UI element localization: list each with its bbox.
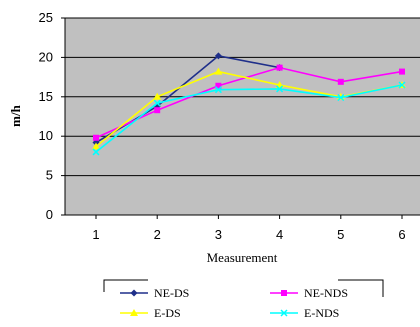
data-point-e-nds: [398, 81, 406, 89]
y-axis-title: m/h: [8, 104, 23, 126]
y-tick-label: 10: [39, 128, 53, 143]
x-tick-label: 4: [276, 227, 283, 242]
legend-marker-e-ds: [130, 309, 138, 316]
legend-label-ne-nds: NE-NDS: [304, 286, 348, 300]
plot-area: [65, 18, 420, 215]
data-point-ne-nds-shape: [215, 82, 222, 89]
data-point-ne-nds-shape: [337, 78, 344, 85]
data-point-ne-nds: [154, 107, 161, 114]
data-point-ne-nds: [93, 134, 99, 141]
legend-label-e-ds: E-DS: [154, 306, 181, 320]
legend-marker-e-nds: [280, 309, 288, 317]
series-line-e-nds: [95, 84, 403, 153]
data-point-e-nds: [214, 86, 222, 94]
x-tick-label: 6: [398, 227, 405, 242]
data-point-e-ds: [153, 92, 162, 100]
grid-lines: [65, 17, 420, 177]
data-point-ne-nds: [215, 82, 222, 89]
y-tick-label: 0: [46, 207, 53, 222]
data-point-e-nds-stroke: [153, 99, 161, 107]
data-point-ne-nds: [337, 78, 344, 85]
legend-marker-ne-ds: [130, 289, 138, 297]
data-point-e-nds: [337, 94, 345, 102]
y-tick-label: 20: [39, 49, 53, 64]
x-tick-label: 5: [337, 227, 344, 242]
legend-marker-ne-ds-shape: [130, 289, 138, 297]
data-point-e-nds-stroke: [337, 94, 345, 102]
y-tick-label: 5: [46, 168, 53, 183]
x-tick-label: 3: [215, 227, 222, 242]
y-tick-labels: 0 5 10 15 20 25: [39, 10, 65, 222]
legend-label-e-nds: E-NDS: [304, 306, 339, 320]
x-tick-label: 2: [154, 227, 161, 242]
data-point-e-nds-stroke: [214, 86, 222, 94]
series-line-ne-nds: [95, 66, 403, 139]
data-point-e-nds: [276, 85, 284, 93]
data-point-e-nds: [92, 148, 100, 156]
data-point-ne-nds-shape: [399, 68, 405, 75]
data-point-e-nds-stroke: [92, 148, 100, 156]
x-tick-labels: 1 2 3 4 5 6: [92, 215, 406, 242]
legend-marker-ne-nds: [281, 290, 287, 296]
x-axis-title: Measurement: [207, 250, 278, 265]
series-group: [92, 52, 406, 156]
legend-marker-ne-nds-shape: [281, 290, 287, 296]
data-point-e-ds-shape: [92, 142, 100, 150]
data-point-ne-nds-shape: [93, 134, 99, 141]
data-point-e-ds-shape: [153, 92, 162, 100]
data-point-e-ds-shape: [214, 67, 223, 75]
data-point-ne-nds: [399, 68, 405, 75]
legend: NE-DS NE-NDS E-DS E-NDS: [103, 279, 384, 320]
legend-marker-e-nds-stroke: [280, 309, 288, 317]
data-point-ne-ds-shape: [214, 52, 222, 60]
legend-frame: [338, 279, 384, 297]
data-point-e-nds-stroke: [276, 85, 284, 93]
data-point-e-ds: [214, 67, 223, 75]
legend-frame: [103, 279, 148, 292]
data-point-ne-nds-shape: [276, 64, 283, 71]
data-point-ne-nds-shape: [154, 107, 161, 114]
legend-label-ne-ds: NE-DS: [154, 286, 189, 300]
x-tick-label: 1: [92, 227, 99, 242]
data-point-ne-nds: [276, 64, 283, 71]
y-tick-label: 25: [39, 10, 53, 25]
legend-items: NE-DS NE-NDS E-DS E-NDS: [120, 286, 348, 320]
data-point-e-nds-stroke: [398, 81, 406, 89]
data-point-e-ds: [92, 142, 100, 150]
data-point-e-nds: [153, 99, 161, 107]
y-tick-label: 15: [39, 89, 53, 104]
legend-marker-e-ds-shape: [130, 309, 138, 316]
data-point-ne-ds: [214, 52, 222, 60]
